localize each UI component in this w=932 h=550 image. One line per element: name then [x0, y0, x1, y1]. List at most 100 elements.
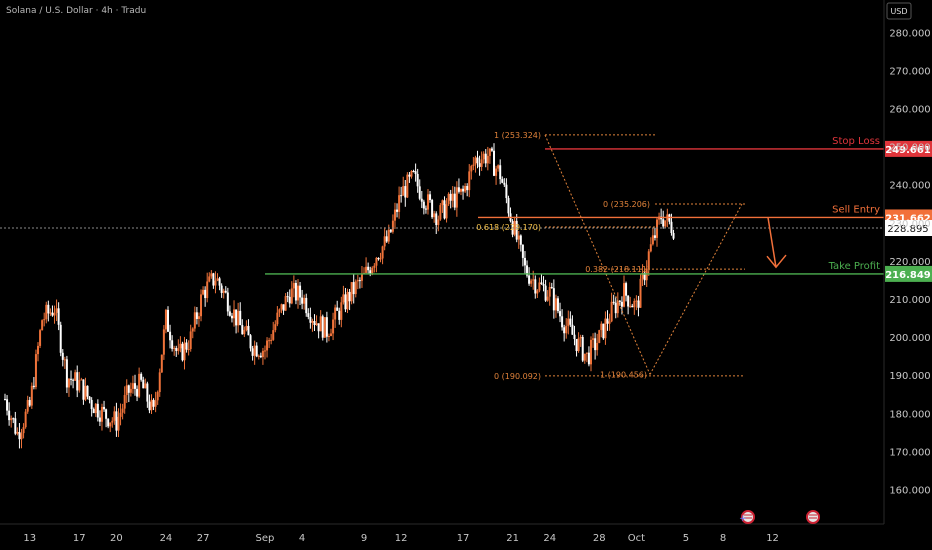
- us-flag-icon[interactable]: [806, 510, 820, 524]
- candle-body: [133, 383, 136, 389]
- candle-body: [662, 219, 665, 227]
- candle-body: [96, 403, 99, 418]
- candle-body: [459, 188, 462, 192]
- candle-body: [131, 383, 134, 389]
- candle-body: [375, 257, 378, 266]
- candle-body: [202, 289, 205, 295]
- candle-body: [614, 302, 617, 314]
- time-tick-label: 4: [299, 533, 305, 544]
- candle-body: [84, 385, 87, 400]
- candle-body: [532, 279, 535, 281]
- candle-body: [323, 317, 326, 338]
- candle-body: [34, 354, 37, 388]
- time-axis: 13 17 20 24 27 Sep 4 9 12 17 21 24 28 Oct 5 8 12: [23, 533, 779, 544]
- candle-body: [146, 383, 149, 402]
- candle-body: [426, 194, 429, 210]
- us-flag-icon[interactable]: [741, 510, 755, 524]
- plus-icon[interactable]: +: [739, 514, 747, 524]
- candle-body: [216, 278, 219, 281]
- event-icon-group[interactable]: +: [739, 510, 820, 524]
- candle-body: [546, 296, 549, 301]
- candle-body: [579, 337, 582, 339]
- candle-body: [278, 309, 281, 313]
- candle-body: [55, 308, 58, 313]
- time-tick-label: 28: [593, 533, 606, 544]
- candle-body: [453, 193, 456, 208]
- candle-body: [606, 318, 609, 324]
- candle-body: [381, 246, 384, 259]
- candle-body: [538, 282, 541, 291]
- price-tick-label: 200.000: [889, 333, 930, 344]
- time-tick-label: Sep: [256, 533, 275, 544]
- candle-body: [72, 379, 75, 381]
- price-tick-label: 220.000: [889, 257, 930, 268]
- candle-body: [195, 312, 198, 319]
- candle-body: [383, 236, 386, 247]
- candle-body: [610, 301, 613, 322]
- candle-body: [301, 297, 304, 304]
- candle-body: [493, 150, 496, 176]
- candle-body: [253, 345, 256, 356]
- level-label: Stop Loss: [832, 136, 880, 147]
- candle-body: [389, 229, 392, 232]
- candle-body: [385, 236, 388, 242]
- candle-body: [528, 275, 531, 284]
- candle-body: [162, 329, 165, 355]
- candle-body: [307, 313, 310, 317]
- candle-body: [212, 273, 215, 286]
- candle-body: [396, 209, 399, 212]
- candle-body: [416, 174, 419, 187]
- candle-body: [519, 235, 522, 245]
- candle-body: [218, 278, 221, 286]
- candle-body: [420, 198, 423, 202]
- candle-body: [526, 265, 529, 276]
- candle-body: [350, 282, 353, 302]
- overlays-layer: 1 (253.324) 0 (235.206) 0.618 (229.170) 0.3…: [0, 131, 932, 381]
- candle-body: [117, 416, 120, 431]
- candle-body: [649, 244, 652, 252]
- candle-body: [276, 312, 279, 325]
- candle-body: [629, 305, 632, 307]
- candle-body: [189, 331, 192, 350]
- candle-body: [501, 179, 504, 183]
- time-tick-label: 9: [361, 533, 367, 544]
- price-tick-label: 280.000: [889, 28, 930, 39]
- candle-body: [39, 330, 42, 346]
- candle-body: [74, 372, 77, 381]
- candle-body: [404, 186, 407, 198]
- level-price-value: 216.849: [885, 270, 931, 281]
- candle-body: [369, 270, 372, 274]
- candle-body: [214, 280, 217, 286]
- level-label: Sell Entry: [832, 204, 880, 215]
- candle-body: [573, 334, 576, 340]
- candle-body: [439, 205, 442, 220]
- candle-body: [294, 282, 297, 301]
- candle-body: [635, 300, 638, 302]
- candle-body: [286, 296, 289, 298]
- candle-body: [156, 392, 159, 401]
- candle-body: [503, 182, 506, 185]
- candle-body: [80, 379, 83, 381]
- time-tick-label: 17: [73, 533, 86, 544]
- candle-body: [305, 297, 308, 314]
- candle-body: [230, 315, 233, 319]
- candle-body: [109, 422, 112, 427]
- candle-body: [142, 379, 145, 389]
- candle-body: [468, 171, 471, 191]
- candle-body: [495, 168, 498, 176]
- currency-button[interactable]: [886, 2, 912, 20]
- candle-body: [354, 281, 357, 295]
- price-tick-label: 250.000: [889, 143, 930, 154]
- candle-body: [513, 220, 516, 235]
- time-tick-label: Oct: [628, 533, 645, 544]
- candle-body: [360, 273, 363, 281]
- candle-body: [600, 323, 603, 331]
- candle-body: [183, 342, 186, 361]
- candle-body: [334, 307, 337, 320]
- candle-body: [656, 219, 659, 238]
- candle-body: [352, 282, 355, 295]
- candle-body: [470, 166, 473, 172]
- candle-body: [315, 323, 318, 325]
- candle-body: [567, 318, 570, 326]
